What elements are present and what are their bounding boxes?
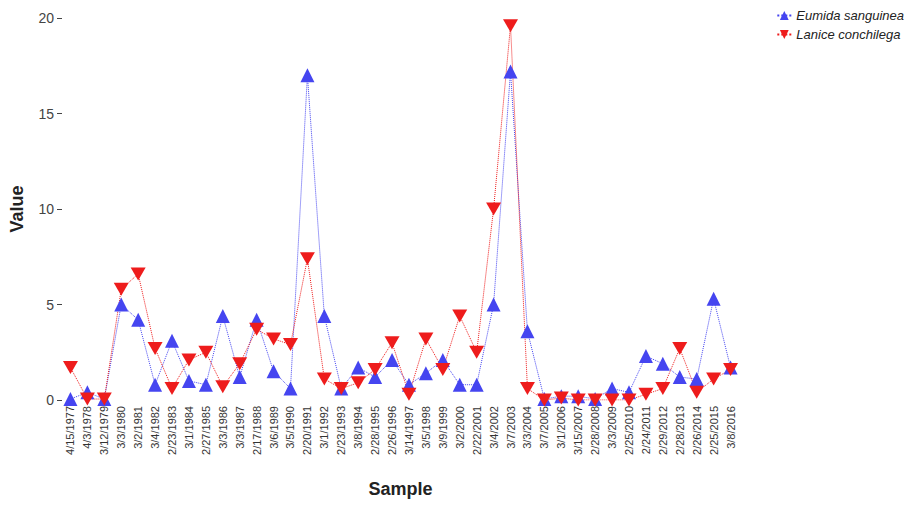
svg-text:3/7/2003: 3/7/2003: [505, 406, 517, 449]
svg-text:2/24/2011: 2/24/2011: [640, 406, 652, 454]
svg-text:2/29/2012: 2/29/2012: [657, 406, 669, 455]
svg-text:3/2/1981: 3/2/1981: [132, 406, 144, 449]
svg-text:Lanice conchilega: Lanice conchilega: [796, 27, 900, 42]
svg-text:3/4/1982: 3/4/1982: [149, 406, 161, 449]
svg-text:Value: Value: [7, 185, 27, 232]
svg-text:2/22/2001: 2/22/2001: [471, 406, 483, 455]
svg-text:3/8/2016: 3/8/2016: [725, 406, 737, 449]
svg-text:3/5/1990: 3/5/1990: [284, 406, 296, 449]
svg-text:3/3/1987: 3/3/1987: [234, 406, 246, 449]
svg-text:3/7/2005: 3/7/2005: [538, 406, 550, 449]
svg-text:20: 20: [38, 10, 54, 26]
svg-text:3/6/1989: 3/6/1989: [268, 406, 280, 449]
svg-text:15: 15: [38, 106, 54, 122]
svg-text:3/3/1980: 3/3/1980: [115, 406, 127, 449]
svg-text:2/20/1991: 2/20/1991: [301, 406, 313, 455]
svg-text:Eumida sanguinea: Eumida sanguinea: [796, 8, 904, 23]
svg-text:3/12/1979: 3/12/1979: [98, 406, 110, 455]
svg-text:2/25/2010: 2/25/2010: [623, 406, 635, 455]
svg-text:3/3/2004: 3/3/2004: [521, 406, 533, 449]
svg-text:2/28/2013: 2/28/2013: [674, 406, 686, 455]
svg-text:4/15/1977: 4/15/1977: [64, 406, 76, 455]
svg-text:2/26/1996: 2/26/1996: [386, 406, 398, 455]
svg-text:3/8/1994: 3/8/1994: [352, 406, 364, 449]
svg-text:3/15/2007: 3/15/2007: [572, 406, 584, 455]
svg-text:3/1/2006: 3/1/2006: [555, 406, 567, 449]
svg-text:3/5/1998: 3/5/1998: [420, 406, 432, 449]
svg-text:3/1/1984: 3/1/1984: [183, 406, 195, 449]
svg-text:2/17/1988: 2/17/1988: [251, 406, 263, 455]
svg-text:10: 10: [38, 201, 54, 217]
svg-text:2/23/1983: 2/23/1983: [166, 406, 178, 455]
svg-text:2/26/2014: 2/26/2014: [691, 406, 703, 455]
svg-text:3/9/1999: 3/9/1999: [437, 406, 449, 449]
svg-text:2/23/1993: 2/23/1993: [335, 406, 347, 455]
svg-text:4/3/1978: 4/3/1978: [81, 406, 93, 449]
svg-text:3/1/1992: 3/1/1992: [318, 406, 330, 449]
svg-text:3/4/2002: 3/4/2002: [488, 406, 500, 449]
svg-text:2/27/1985: 2/27/1985: [200, 406, 212, 455]
svg-text:2/25/2015: 2/25/2015: [708, 406, 720, 455]
svg-text:2/28/2008: 2/28/2008: [589, 406, 601, 455]
svg-text:3/3/1986: 3/3/1986: [217, 406, 229, 449]
svg-text:3/2/2000: 3/2/2000: [454, 406, 466, 449]
svg-text:2/28/1995: 2/28/1995: [369, 406, 381, 455]
svg-text:0: 0: [46, 392, 54, 408]
svg-text:3/3/2009: 3/3/2009: [606, 406, 618, 449]
svg-text:3/14/1997: 3/14/1997: [403, 406, 415, 455]
svg-text:Sample: Sample: [368, 479, 432, 499]
svg-text:5: 5: [46, 297, 54, 313]
